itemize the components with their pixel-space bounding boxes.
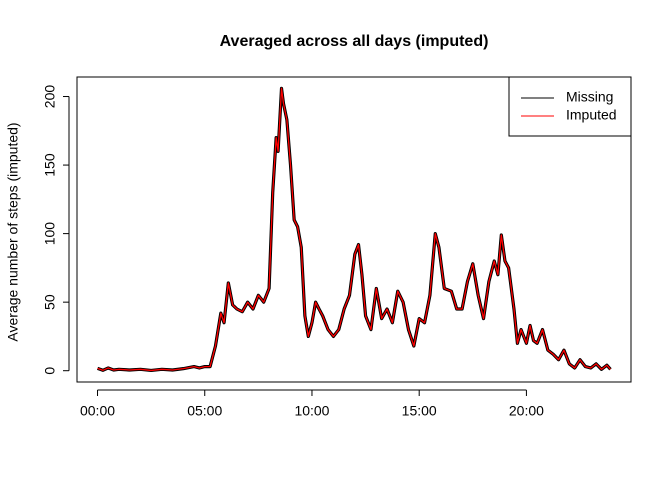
x-tick-label: 05:00: [187, 403, 222, 419]
x-tick-label: 15:00: [402, 403, 437, 419]
y-tick-label: 0: [42, 367, 58, 375]
y-axis-label: Average number of steps (imputed): [5, 122, 21, 341]
plot-box: [76, 76, 632, 383]
legend-box: [508, 76, 632, 137]
series-line: [97, 87, 611, 372]
x-tick-label: 20:00: [509, 403, 544, 419]
y-tick-label: 150: [42, 153, 58, 177]
y-tick-label: 100: [42, 222, 58, 246]
legend-label: Missing: [566, 89, 613, 105]
y-tick-label: 200: [42, 85, 58, 109]
x-tick-label: 10:00: [294, 403, 329, 419]
chart-title: Averaged across all days (imputed): [220, 33, 489, 50]
x-tick-label: 00:00: [80, 403, 115, 419]
legend-label: Imputed: [566, 107, 617, 123]
y-tick-label: 50: [42, 294, 58, 310]
